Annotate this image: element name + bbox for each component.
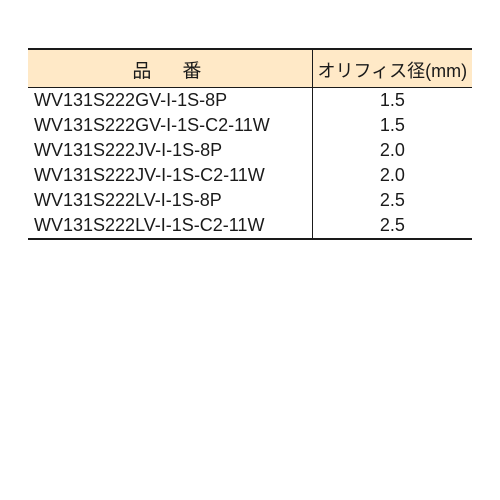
table-row: WV131S222LV-I-1S-8P 2.5 (28, 188, 472, 213)
table-row: WV131S222JV-I-1S-8P 2.0 (28, 138, 472, 163)
table-row: WV131S222JV-I-1S-C2-11W 2.0 (28, 163, 472, 188)
col-header-orifice: オリフィス径(mm) (312, 49, 472, 88)
cell-orifice: 2.0 (312, 138, 472, 163)
cell-part: WV131S222JV-I-1S-C2-11W (28, 163, 312, 188)
cell-orifice: 1.5 (312, 88, 472, 114)
col-header-part: 品 番 (28, 49, 312, 88)
cell-orifice: 1.5 (312, 113, 472, 138)
cell-part: WV131S222LV-I-1S-8P (28, 188, 312, 213)
table-header-row: 品 番 オリフィス径(mm) (28, 49, 472, 88)
table-row: WV131S222LV-I-1S-C2-11W 2.5 (28, 213, 472, 239)
table-row: WV131S222GV-I-1S-8P 1.5 (28, 88, 472, 114)
cell-orifice: 2.0 (312, 163, 472, 188)
cell-orifice: 2.5 (312, 213, 472, 239)
spec-table: 品 番 オリフィス径(mm) WV131S222GV-I-1S-8P 1.5 W… (28, 48, 472, 240)
cell-part: WV131S222GV-I-1S-C2-11W (28, 113, 312, 138)
cell-orifice: 2.5 (312, 188, 472, 213)
table-container: 品 番 オリフィス径(mm) WV131S222GV-I-1S-8P 1.5 W… (0, 0, 500, 240)
table-row: WV131S222GV-I-1S-C2-11W 1.5 (28, 113, 472, 138)
cell-part: WV131S222LV-I-1S-C2-11W (28, 213, 312, 239)
cell-part: WV131S222JV-I-1S-8P (28, 138, 312, 163)
cell-part: WV131S222GV-I-1S-8P (28, 88, 312, 114)
